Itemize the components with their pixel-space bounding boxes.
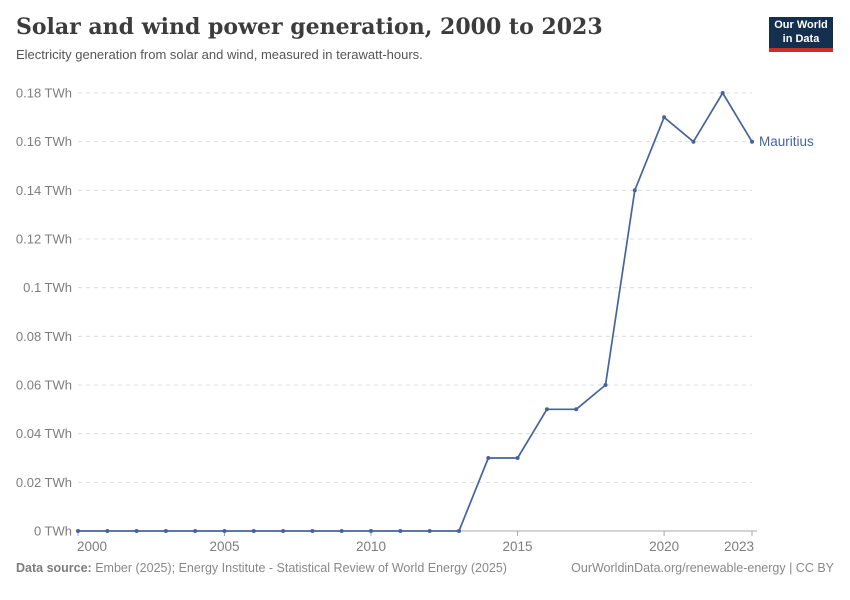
logo-line2: in Data bbox=[782, 32, 820, 45]
data-point bbox=[662, 115, 667, 120]
y-axis-tick-label: 0.12 TWh bbox=[16, 232, 72, 247]
logo-line1: Our World bbox=[774, 19, 828, 32]
x-axis-tick-label: 2010 bbox=[356, 539, 386, 554]
x-axis-tick-label: 2015 bbox=[503, 539, 533, 554]
y-axis-tick-label: 0.1 TWh bbox=[23, 280, 72, 295]
data-point bbox=[720, 91, 725, 95]
y-axis-tick-label: 0.14 TWh bbox=[16, 183, 72, 198]
x-axis-tick-label: 2020 bbox=[649, 539, 679, 554]
data-point bbox=[457, 529, 461, 533]
series-end-label[interactable]: Mauritius bbox=[759, 134, 814, 149]
data-point bbox=[486, 456, 491, 460]
chart-header: Solar and wind power generation, 2000 to… bbox=[0, 0, 850, 64]
x-axis-tick-label: 2000 bbox=[77, 539, 107, 554]
data-point bbox=[281, 529, 286, 533]
owid-logo[interactable]: Our World in Data bbox=[769, 17, 833, 52]
x-axis-tick-label: 2023 bbox=[724, 539, 754, 554]
data-source-label: Data source: bbox=[16, 560, 92, 575]
data-point bbox=[603, 383, 608, 387]
data-point bbox=[369, 529, 373, 533]
data-point bbox=[251, 529, 256, 533]
owid-url-link[interactable]: OurWorldinData.org/renewable-energy | CC… bbox=[571, 560, 834, 575]
data-point bbox=[134, 529, 139, 533]
x-axis-tick-label: 2005 bbox=[209, 539, 239, 554]
data-point bbox=[632, 188, 637, 193]
data-point bbox=[750, 139, 754, 144]
data-point bbox=[193, 529, 198, 533]
data-point bbox=[691, 139, 696, 144]
data-point bbox=[515, 456, 520, 460]
data-point bbox=[574, 407, 579, 412]
y-axis-tick-label: 0.06 TWh bbox=[16, 378, 72, 393]
y-axis-tick-label: 0.16 TWh bbox=[16, 134, 72, 149]
logo-red-bar bbox=[769, 48, 833, 52]
y-axis-tick-label: 0.08 TWh bbox=[16, 329, 72, 344]
series-line bbox=[78, 92, 753, 532]
data-point bbox=[163, 529, 168, 533]
data-point bbox=[339, 529, 344, 533]
data-source: Data source: Ember (2025); Energy Instit… bbox=[16, 561, 507, 575]
chart-subtitle: Electricity generation from solar and wi… bbox=[16, 47, 423, 63]
data-source-text: Ember (2025); Energy Institute - Statist… bbox=[91, 560, 507, 575]
data-point bbox=[310, 529, 315, 533]
chart-title: Solar and wind power generation, 2000 to… bbox=[16, 14, 603, 40]
data-point bbox=[398, 529, 403, 533]
data-point bbox=[222, 529, 227, 533]
y-axis-tick-label: 0.04 TWh bbox=[16, 426, 72, 441]
data-point bbox=[76, 529, 80, 533]
data-point bbox=[544, 407, 549, 412]
y-axis-tick-label: 0.02 TWh bbox=[16, 475, 72, 490]
data-point bbox=[105, 529, 110, 533]
chart-footer: Data source: Ember (2025); Energy Instit… bbox=[16, 548, 834, 587]
data-point bbox=[427, 529, 432, 533]
y-axis-tick-label: 0.18 TWh bbox=[16, 86, 72, 101]
y-axis-tick-label: 0 TWh bbox=[34, 524, 72, 539]
